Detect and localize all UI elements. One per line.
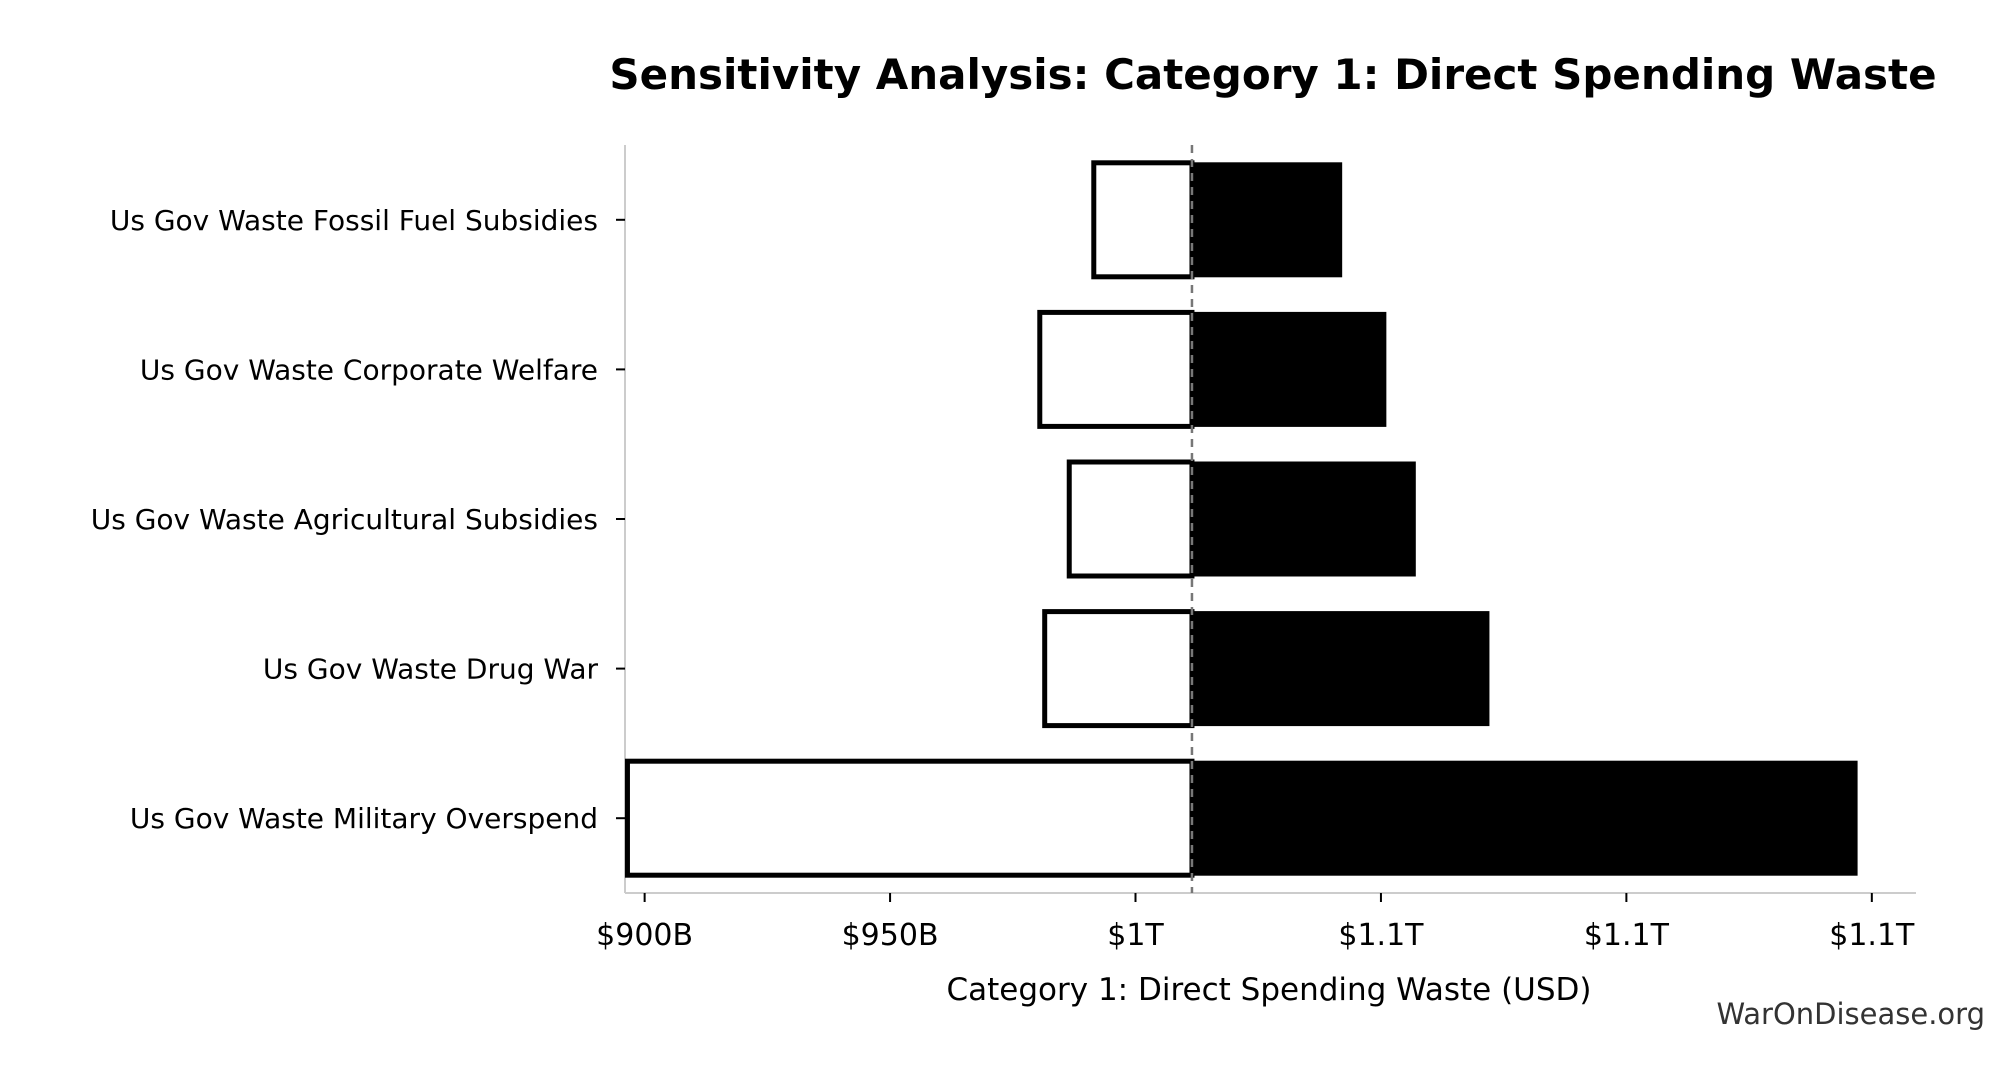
- chart-title: Sensitivity Analysis: Category 1: Direct…: [609, 50, 1937, 99]
- x-tick-label: $1.1T: [1584, 918, 1670, 953]
- x-tick-label: $950B: [842, 918, 939, 953]
- category-label: Us Gov Waste Military Overspend: [130, 802, 598, 835]
- category-label: Us Gov Waste Corporate Welfare: [140, 353, 598, 386]
- x-tick-label: $1T: [1107, 918, 1164, 953]
- x-tick-label: $1.1T: [1338, 918, 1424, 953]
- bar-high: [1191, 461, 1416, 577]
- x-axis-label: Category 1: Direct Spending Waste (USD): [946, 972, 1592, 1008]
- bar-low: [1042, 609, 1195, 729]
- bar-high: [1191, 311, 1387, 427]
- x-tick-label: $1.1T: [1829, 918, 1915, 953]
- bar-low: [1066, 459, 1195, 579]
- bar-high: [1191, 162, 1343, 278]
- bar-high: [1191, 611, 1490, 727]
- category-label: Us Gov Waste Fossil Fuel Subsidies: [110, 204, 598, 237]
- bar-low: [1037, 309, 1195, 429]
- bar-low: [1091, 160, 1195, 280]
- bar-low: [624, 758, 1195, 878]
- x-tick-label: $900B: [596, 918, 693, 953]
- category-label: Us Gov Waste Agricultural Subsidies: [91, 503, 598, 536]
- bar-high: [1191, 760, 1858, 876]
- category-label: Us Gov Waste Drug War: [263, 653, 599, 686]
- watermark: WarOnDisease.org: [1716, 997, 1985, 1031]
